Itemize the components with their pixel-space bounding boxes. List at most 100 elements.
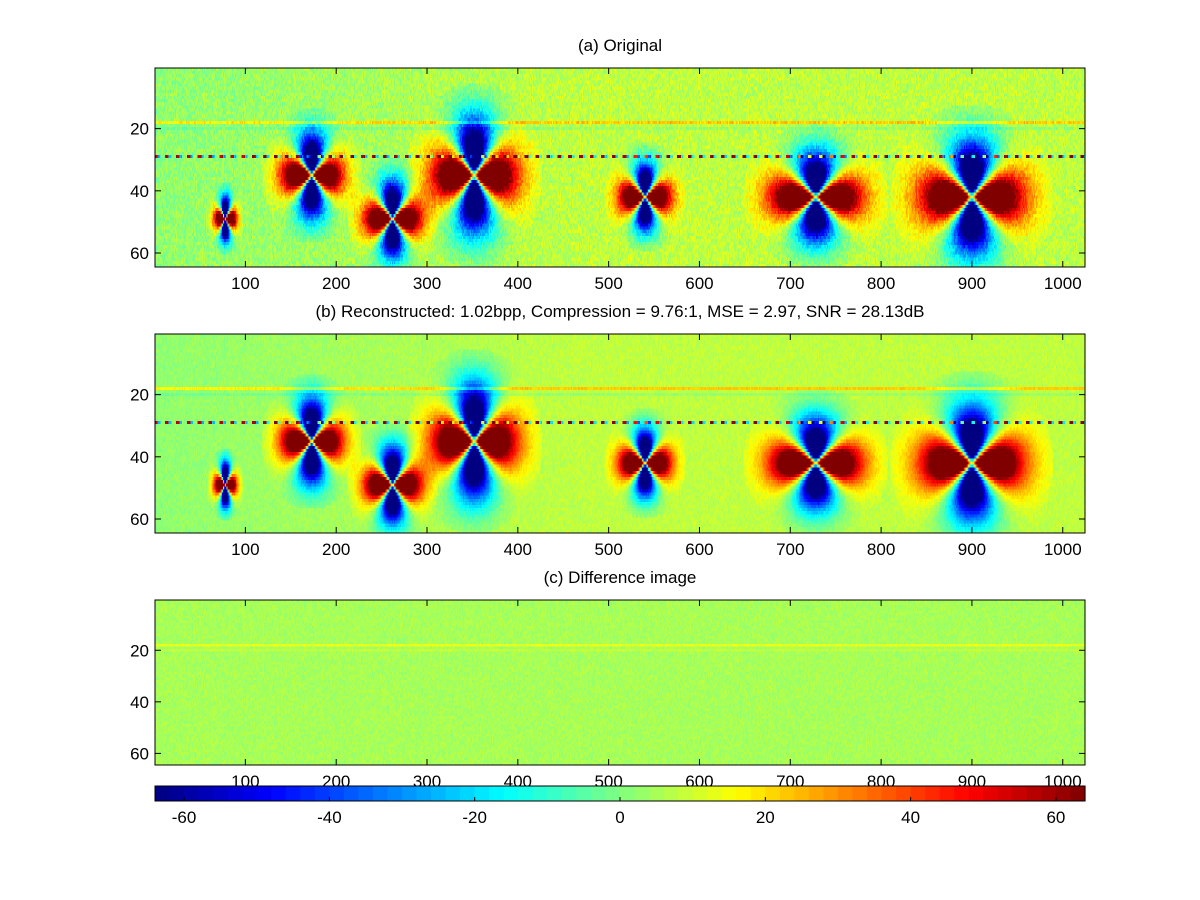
- heatmap-panels: (a) Original 100 200 300 400 500 600 700 800 900 1…: [130, 36, 1086, 791]
- colorbar-swatch: [997, 786, 1013, 801]
- colorbar-swatch: [489, 786, 505, 801]
- colorbar-swatch: [983, 786, 999, 801]
- colorbar-swatch: [402, 786, 418, 801]
- colorbar-swatch: [198, 786, 214, 801]
- colorbar-swatch: [896, 786, 912, 801]
- colorbar-swatch: [823, 786, 839, 801]
- x-tick-label: 200: [322, 274, 350, 293]
- colorbar-swatch: [1012, 786, 1028, 801]
- colorbar-swatch: [547, 786, 563, 801]
- colorbar-swatch: [1055, 786, 1072, 801]
- colorbar-swatch: [707, 786, 723, 801]
- panel-reconstructed: (b) Reconstructed: 1.02bpp, Compression …: [130, 302, 1086, 559]
- colorbar-swatch: [1041, 786, 1057, 801]
- x-tick-label: 500: [594, 274, 622, 293]
- colorbar-swatch: [808, 786, 825, 801]
- colorbar-swatch: [285, 786, 301, 801]
- x-tick-label: 200: [322, 540, 350, 559]
- colorbar-swatch: [867, 786, 883, 801]
- colorbar-swatch: [837, 786, 854, 801]
- x-tick-label: 1000: [1044, 274, 1082, 293]
- colorbar-swatch: [155, 786, 171, 801]
- x-tick-label: 800: [867, 540, 895, 559]
- panel-title-original: (a) Original: [578, 36, 662, 55]
- colorbar-tick-label: -40: [317, 808, 342, 827]
- y-tick-label: 20: [130, 120, 149, 139]
- colorbar-swatch: [954, 786, 970, 801]
- x-tick-label: 600: [685, 274, 713, 293]
- heatmap-image-reconstructed: [155, 334, 1085, 533]
- colorbar-swatch: [721, 786, 737, 801]
- y-tick-label: 20: [130, 386, 149, 405]
- colorbar-swatch: [184, 786, 200, 801]
- colorbar-swatch: [634, 786, 650, 801]
- colorbar-swatch: [300, 786, 316, 801]
- x-tick-label: 900: [958, 540, 986, 559]
- axes-frame: [154, 333, 1086, 534]
- x-tick-label: 400: [504, 540, 532, 559]
- y-tick-label: 60: [130, 744, 149, 763]
- colorbar-swatch: [227, 786, 243, 801]
- colorbar-swatch: [663, 786, 679, 801]
- colorbar-swatch: [794, 786, 810, 801]
- colorbar-swatch: [169, 786, 185, 801]
- panel-original: (a) Original 100 200 300 400 500 600 700 800 900 1…: [130, 36, 1086, 293]
- colorbar-swatch: [736, 786, 752, 801]
- y-tick-label: 40: [130, 693, 149, 712]
- colorbar-swatch: [590, 786, 607, 801]
- colorbar-swatch: [576, 786, 592, 801]
- colorbar-swatch: [939, 786, 955, 801]
- x-tick-label: 700: [776, 274, 804, 293]
- heatmap-image-original: [155, 68, 1085, 267]
- colorbar-swatch: [213, 786, 229, 801]
- colorbar-swatch: [881, 786, 897, 801]
- colorbar-swatch: [242, 786, 258, 801]
- colorbar: -60 -40 -20 0 20 40 60: [154, 785, 1086, 827]
- colorbar-tick-label: 40: [901, 808, 920, 827]
- colorbar-swatch: [503, 786, 519, 801]
- heatmap-image-difference: [155, 600, 1085, 765]
- y-tick-label: 40: [130, 182, 149, 201]
- x-tick-label: 300: [413, 274, 441, 293]
- colorbar-swatch: [910, 786, 926, 801]
- panel-title-reconstructed: (b) Reconstructed: 1.02bpp, Compression …: [315, 302, 924, 321]
- colorbar-tick-label: 20: [756, 808, 775, 827]
- x-tick-label: 300: [413, 540, 441, 559]
- colorbar-swatch: [1026, 786, 1043, 801]
- y-tick-label: 20: [130, 641, 149, 660]
- colorbar-swatch: [765, 786, 781, 801]
- x-tick-label: 500: [594, 540, 622, 559]
- x-tick-label: 700: [776, 540, 804, 559]
- colorbar-swatch: [256, 786, 272, 801]
- colorbar-swatch: [1070, 786, 1086, 801]
- colorbar-tick-label: -20: [462, 808, 487, 827]
- panel-title-difference: (c) Difference image: [544, 568, 697, 587]
- colorbar-swatch: [692, 786, 708, 801]
- colorbar-swatch: [678, 786, 694, 801]
- colorbar-swatch: [605, 786, 621, 801]
- x-tick-label: 100: [231, 540, 259, 559]
- colorbar-swatch: [343, 786, 360, 801]
- x-tick-label: 600: [685, 540, 713, 559]
- y-tick-label: 40: [130, 448, 149, 467]
- colorbar-swatch: [925, 786, 941, 801]
- colorbar-tick-label: -60: [172, 808, 197, 827]
- colorbar-swatch: [271, 786, 287, 801]
- colorbar-swatch: [518, 786, 534, 801]
- colorbar-swatch: [649, 786, 665, 801]
- colorbar-swatch: [532, 786, 548, 801]
- colorbar-swatch: [968, 786, 984, 801]
- colorbar-tick-label: 0: [615, 808, 624, 827]
- colorbar-swatch: [314, 786, 330, 801]
- axes-frame: [154, 599, 1086, 766]
- x-tick-label: 800: [867, 274, 895, 293]
- x-tick-label: 100: [231, 274, 259, 293]
- x-tick-label: 1000: [1044, 540, 1082, 559]
- colorbar-swatch: [852, 786, 868, 801]
- y-tick-label: 60: [130, 510, 149, 529]
- colorbar-swatch: [329, 786, 345, 801]
- colorbar-swatch: [620, 786, 636, 801]
- colorbar-swatch: [445, 786, 461, 801]
